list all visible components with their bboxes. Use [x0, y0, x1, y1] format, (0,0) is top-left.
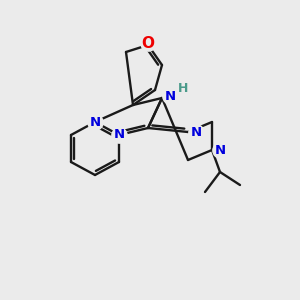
- Text: N: N: [164, 89, 175, 103]
- Text: N: N: [113, 128, 124, 142]
- Text: N: N: [190, 125, 202, 139]
- Text: N: N: [214, 143, 226, 157]
- Text: H: H: [178, 82, 188, 94]
- Text: O: O: [142, 35, 154, 50]
- Text: N: N: [89, 116, 100, 128]
